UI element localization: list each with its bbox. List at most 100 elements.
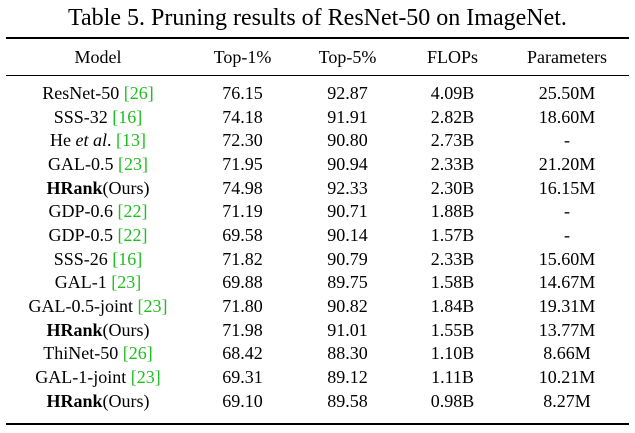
table-row: GAL-1-joint [23] 69.31 89.12 1.11B 10.21M <box>6 365 629 389</box>
model-cell: ThiNet-50 [26] <box>6 342 190 366</box>
citation-link[interactable]: [16] <box>112 106 143 127</box>
flops-cell: 1.55B <box>430 319 475 340</box>
citation-link[interactable]: [23] <box>137 296 168 317</box>
column-header-flops: FLOPs <box>426 46 479 67</box>
top1-cell: 71.82 <box>222 248 263 269</box>
parameters-cell: 19.31M <box>538 296 596 317</box>
model-name-suffix: . <box>107 130 116 151</box>
parameters-cell: 13.77M <box>538 319 596 340</box>
model-name-bold: HRank <box>46 177 103 198</box>
flops-cell: 1.84B <box>430 296 475 317</box>
top5-cell: 90.82 <box>327 296 368 317</box>
parameters-cell: 14.67M <box>538 272 596 293</box>
model-name-suffix: (Ours) <box>102 177 150 198</box>
parameters-cell: - <box>564 224 570 245</box>
top5-cell: 92.87 <box>327 82 368 103</box>
flops-cell: 0.98B <box>430 390 475 411</box>
model-name-text: ResNet-50 <box>42 82 124 103</box>
citation-link[interactable]: [23] <box>118 153 148 174</box>
citation-link[interactable]: [22] <box>117 224 148 245</box>
top1-cell: 71.80 <box>222 296 263 317</box>
table-row: SSS-26 [16] 71.82 90.79 2.33B 15.60M <box>6 247 629 271</box>
flops-cell: 2.33B <box>430 153 475 174</box>
model-name-suffix: (Ours) <box>102 319 150 340</box>
parameters-cell: 21.20M <box>538 153 596 174</box>
model-cell: GAL-1 [23] <box>6 271 190 295</box>
model-name-bold: HRank <box>46 390 103 411</box>
model-name-text: GDP-0.6 <box>48 201 118 222</box>
citation-link[interactable]: [16] <box>112 248 143 269</box>
flops-cell: 1.11B <box>431 367 474 388</box>
model-name-text: GAL-1 <box>54 272 112 293</box>
citation-link[interactable]: [22] <box>117 201 148 222</box>
parameters-cell: 16.15M <box>538 177 596 198</box>
table-row: SSS-32 [16] 74.18 91.91 2.82B 18.60M <box>6 105 629 129</box>
top1-cell: 68.42 <box>222 343 263 364</box>
model-cell: HRank(Ours) <box>6 318 190 342</box>
top1-cell: 74.98 <box>222 177 263 198</box>
top-rule <box>6 37 629 39</box>
top1-cell: 69.10 <box>222 390 263 411</box>
flops-cell: 2.73B <box>430 130 475 151</box>
model-name-suffix: (Ours) <box>102 390 150 411</box>
flops-cell: 1.57B <box>430 224 475 245</box>
top1-cell: 76.15 <box>222 82 263 103</box>
model-cell: HRank(Ours) <box>6 176 190 200</box>
model-cell: HRank(Ours) <box>6 389 190 413</box>
citation-link[interactable]: [26] <box>123 82 154 103</box>
table-row: ThiNet-50 [26] 68.42 88.30 1.10B 8.66M <box>6 342 629 366</box>
column-header-top1: Top-1% <box>213 46 272 67</box>
top5-cell: 89.58 <box>327 390 368 411</box>
parameters-cell: 10.21M <box>538 367 596 388</box>
table-row: GAL-0.5-joint [23] 71.80 90.82 1.84B 19.31M <box>6 294 629 318</box>
model-name-text: SSS-32 <box>53 106 113 127</box>
column-header-top5: Top-5% <box>318 46 377 67</box>
flops-cell: 1.10B <box>430 343 475 364</box>
table-body: ResNet-50 [26] 76.15 92.87 4.09B 25.50M SSS-3… <box>6 75 629 413</box>
top1-cell: 69.88 <box>222 272 263 293</box>
top5-cell: 89.75 <box>327 272 368 293</box>
table-row: GAL-0.5 [23] 71.95 90.94 2.33B 21.20M <box>6 152 629 176</box>
top1-cell: 72.30 <box>222 130 263 151</box>
table-row: HRank(Ours) 69.10 89.58 0.98B 8.27M <box>6 389 629 413</box>
parameters-cell: 8.27M <box>543 390 591 411</box>
top5-cell: 90.80 <box>327 130 368 151</box>
top1-cell: 71.19 <box>222 201 263 222</box>
results-table: Model Top-1% Top-5% FLOPs Parameters Res… <box>6 39 629 413</box>
top1-cell: 69.58 <box>222 224 263 245</box>
flops-cell: 1.58B <box>430 272 475 293</box>
citation-link[interactable]: [26] <box>122 343 153 364</box>
table-caption: Table 5. Pruning results of ResNet-50 on… <box>68 5 567 31</box>
model-name-bold: HRank <box>46 319 103 340</box>
model-cell: SSS-32 [16] <box>6 105 190 129</box>
header-rule <box>6 75 629 76</box>
model-name-text: GAL-0.5-joint <box>28 296 138 317</box>
top5-cell: 92.33 <box>327 177 368 198</box>
model-cell: He et al. [13] <box>6 128 190 152</box>
model-cell: GAL-0.5 [23] <box>6 152 190 176</box>
top5-cell: 90.71 <box>327 201 368 222</box>
model-name-text: GAL-1-joint <box>35 367 131 388</box>
model-name-italic: et al <box>75 130 108 151</box>
top5-cell: 88.30 <box>327 343 368 364</box>
citation-link[interactable]: [23] <box>111 272 142 293</box>
table-row: GDP-0.5 [22] 69.58 90.14 1.57B - <box>6 223 629 247</box>
model-name-text: ThiNet-50 <box>43 343 123 364</box>
citation-link[interactable]: [13] <box>116 130 146 151</box>
parameters-cell: - <box>564 130 570 151</box>
top5-cell: 91.91 <box>327 106 368 127</box>
top5-cell: 90.94 <box>327 153 368 174</box>
table-row: GDP-0.6 [22] 71.19 90.71 1.88B - <box>6 199 629 223</box>
citation-link[interactable]: [23] <box>130 367 161 388</box>
parameters-cell: 25.50M <box>538 82 596 103</box>
model-cell: GDP-0.6 [22] <box>6 199 190 223</box>
top1-cell: 71.95 <box>222 153 263 174</box>
parameters-cell: 8.66M <box>543 343 591 364</box>
model-name-text: GAL-0.5 <box>48 153 118 174</box>
model-name-text: SSS-26 <box>53 248 113 269</box>
parameters-cell: - <box>564 201 570 222</box>
parameters-cell: 15.60M <box>538 248 596 269</box>
table-row: GAL-1 [23] 69.88 89.75 1.58B 14.67M <box>6 271 629 295</box>
top5-cell: 89.12 <box>327 367 368 388</box>
